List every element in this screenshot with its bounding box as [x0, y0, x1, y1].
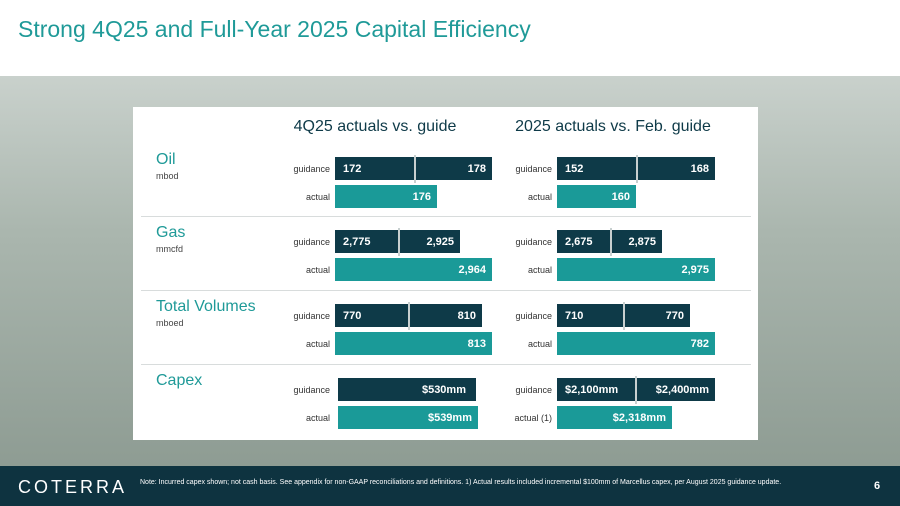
guidance-label: guidance	[293, 385, 330, 395]
guidance-label: guidance	[293, 237, 330, 247]
actual-bar: 2,964	[335, 258, 492, 281]
row-label: Capex	[156, 372, 203, 389]
guidance-divider	[408, 302, 410, 330]
actual-bar: 160	[557, 185, 636, 208]
row-label: Oil	[156, 151, 176, 168]
guidance-low: 2,775	[343, 236, 371, 248]
row-label: Total Volumes	[156, 298, 256, 315]
footer	[0, 466, 900, 506]
guidance-bar: 2,775 2,925	[335, 230, 460, 253]
guidance-low: $2,100mm	[565, 384, 619, 396]
actual-label: actual	[527, 339, 552, 349]
row-separator	[141, 216, 751, 217]
actual-value: 2,975	[681, 264, 709, 276]
guidance-label: guidance	[293, 164, 330, 174]
guidance-divider	[414, 155, 416, 183]
guidance-high: 178	[467, 163, 486, 175]
actual-label: actual	[305, 265, 330, 275]
actual-value: 813	[467, 338, 486, 350]
actual-value: 176	[412, 191, 431, 203]
page-number: 6	[874, 480, 881, 492]
row-separator	[141, 364, 751, 365]
guidance-low: 172	[343, 163, 362, 175]
guidance-bar: 172 178	[335, 157, 492, 180]
guidance-low: 2,675	[565, 236, 593, 248]
guidance-label: guidance	[515, 164, 552, 174]
guidance-divider	[623, 302, 625, 330]
actual-bar: 782	[557, 332, 715, 355]
guidance-high: 168	[690, 163, 709, 175]
guidance-high: 2,925	[426, 236, 454, 248]
row-unit: mbod	[156, 171, 179, 181]
actual-value: $539mm	[427, 412, 472, 424]
guidance-bar: $530mm	[338, 378, 476, 401]
actual-bar: 813	[335, 332, 492, 355]
row-label: Gas	[156, 224, 186, 241]
actual-value: 782	[690, 338, 709, 350]
guidance-low: 152	[565, 163, 584, 175]
column-header: 4Q25 actuals vs. guide	[293, 118, 457, 135]
column-header: 2025 actuals vs. Feb. guide	[515, 118, 711, 135]
guidance-divider	[636, 155, 638, 183]
actual-value: 2,964	[458, 264, 486, 276]
actual-bar: $2,318mm	[557, 406, 672, 429]
actual-label: actual	[305, 339, 330, 349]
actual-label: actual (1)	[514, 413, 552, 423]
actual-label: actual	[305, 192, 330, 202]
guidance-label: guidance	[515, 237, 552, 247]
footnote: Note: Incurred capex shown; not cash bas…	[140, 479, 782, 486]
actual-value: $2,318mm	[612, 412, 666, 424]
guidance-bar: 2,675 2,875	[557, 230, 662, 253]
row-separator	[141, 290, 751, 291]
guidance-high: $2,400mm	[655, 384, 709, 396]
guidance-high: 770	[665, 310, 684, 322]
guidance-value: $530mm	[421, 384, 466, 396]
guidance-low: 770	[343, 310, 362, 322]
guidance-divider	[610, 228, 612, 256]
actual-label: actual	[527, 265, 552, 275]
guidance-divider	[635, 376, 637, 404]
logo: COTERRA	[18, 477, 128, 497]
actual-label: actual	[527, 192, 552, 202]
guidance-label: guidance	[515, 311, 552, 321]
guidance-bar: $2,100mm $2,400mm	[557, 378, 715, 401]
row-unit: mmcfd	[156, 244, 183, 254]
actual-bar: 176	[335, 185, 437, 208]
actual-bar: 2,975	[557, 258, 715, 281]
guidance-divider	[398, 228, 400, 256]
actual-bar: $539mm	[338, 406, 478, 429]
row-unit: mboed	[156, 318, 184, 328]
actual-value: 160	[611, 191, 630, 203]
guidance-label: guidance	[515, 385, 552, 395]
actual-label: actual	[305, 413, 330, 423]
guidance-high: 810	[457, 310, 476, 322]
guidance-label: guidance	[293, 311, 330, 321]
guidance-high: 2,875	[628, 236, 656, 248]
guidance-low: 710	[565, 310, 584, 322]
title: Strong 4Q25 and Full-Year 2025 Capital E…	[18, 16, 531, 42]
